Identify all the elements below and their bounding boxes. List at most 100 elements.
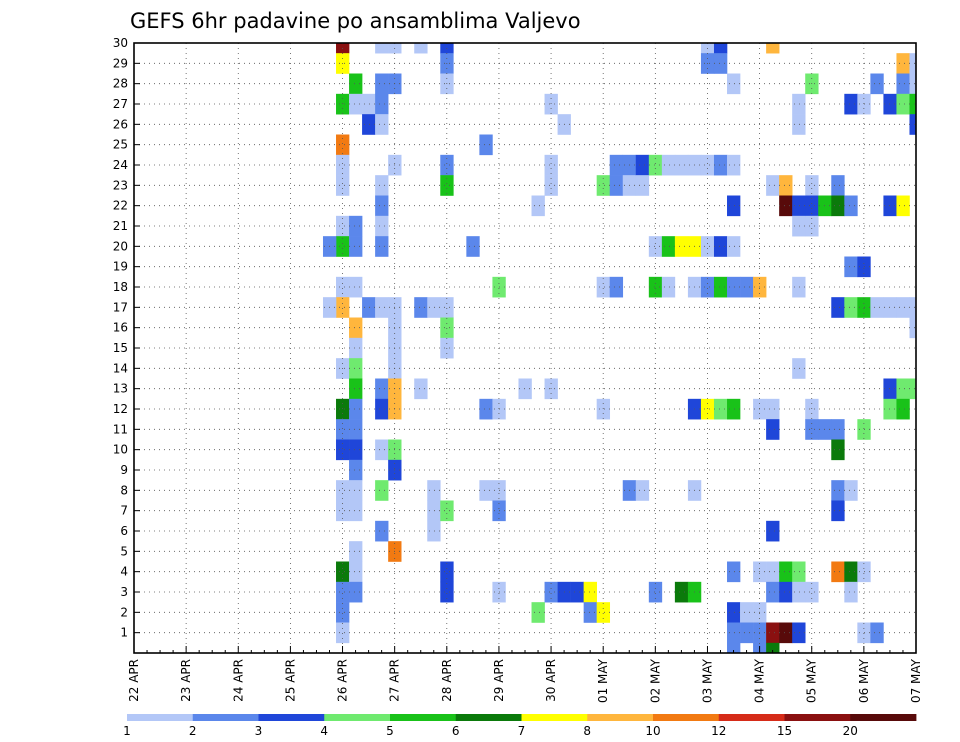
heatmap-cell	[727, 622, 741, 644]
y-tick-label: 25	[113, 138, 128, 152]
y-tick-label: 30	[113, 36, 128, 50]
heatmap-cell	[766, 520, 780, 542]
heatmap-cell	[427, 520, 441, 542]
colorbar-label: 1	[123, 724, 131, 738]
heatmap-cell	[375, 236, 389, 257]
x-tick-label: 06 MAY	[857, 658, 871, 703]
heatmap-cell	[909, 93, 917, 115]
heatmap-cell	[375, 398, 389, 420]
heatmap-cell	[479, 134, 493, 156]
heatmap-cell	[870, 622, 884, 644]
heatmap-cell	[727, 602, 741, 623]
heatmap-cell	[831, 297, 845, 318]
heatmap-cell	[336, 134, 350, 156]
heatmap-cell	[349, 419, 363, 440]
colorbar-label: 15	[777, 724, 792, 738]
y-tick-label: 11	[113, 422, 128, 436]
heatmap-cell	[414, 378, 428, 400]
grid-lines	[134, 42, 916, 653]
heatmap-cell	[766, 175, 780, 196]
heatmap-cell	[336, 500, 350, 522]
heatmap-cell	[362, 93, 376, 115]
heatmap-cell	[909, 53, 917, 74]
heatmap-cell	[883, 378, 897, 400]
heatmap-cell	[336, 93, 350, 115]
heatmap-cell	[661, 236, 676, 257]
y-tick-label: 8	[120, 483, 128, 497]
heatmap-cell	[375, 215, 389, 237]
heatmap-cell	[792, 114, 806, 135]
heatmap-cell	[896, 398, 910, 420]
heatmap-cell	[336, 480, 350, 501]
heatmap-cell	[766, 419, 780, 440]
x-tick-label: 24 APR	[231, 659, 245, 702]
y-tick-label: 23	[113, 178, 128, 192]
heatmap-cell	[648, 276, 663, 298]
heatmap-cell	[375, 297, 389, 318]
heatmap-cell	[844, 297, 858, 318]
heatmap-cell	[466, 236, 480, 257]
y-axis: 1234567891011121314151617181920212223242…	[113, 36, 140, 640]
x-tick-label: 25 APR	[283, 659, 297, 702]
colorbar-label: 12	[711, 724, 726, 738]
heatmap-cell	[349, 439, 363, 461]
x-tick-label: 30 APR	[544, 659, 558, 702]
y-tick-label: 13	[113, 382, 128, 396]
heatmap-cell	[349, 358, 363, 379]
heatmap-cell	[909, 317, 917, 339]
heatmap-cell	[740, 622, 754, 644]
heatmap-cell	[349, 276, 363, 298]
y-tick-label: 29	[113, 56, 128, 70]
heatmap-cell	[375, 378, 389, 400]
heatmap-cell	[909, 73, 917, 95]
heatmap-cell	[479, 398, 493, 420]
colorbar-label: 10	[645, 724, 660, 738]
heatmap-cell	[792, 581, 806, 603]
heatmap-cell	[349, 378, 363, 400]
heatmap-cell	[531, 602, 545, 623]
heatmap-cell	[740, 276, 754, 298]
heatmap-cell	[896, 53, 910, 74]
heatmap-cell	[349, 500, 363, 522]
heatmap-cell	[427, 500, 441, 522]
heatmap-cell	[831, 480, 845, 501]
heatmap-cell	[570, 581, 584, 603]
heatmap-cell	[844, 195, 858, 217]
heatmap-cell	[792, 358, 806, 379]
heatmap-cell	[727, 73, 741, 95]
heatmap-cell	[674, 154, 689, 176]
heatmap-cell	[414, 43, 428, 54]
y-tick-label: 21	[113, 219, 128, 233]
colorbar-legend: 1 2 3 4 5 6 7 8 10 12 15 20	[123, 714, 917, 738]
colorbar-label: 4	[320, 724, 328, 738]
heatmap-cell	[375, 73, 389, 95]
heatmap-cell	[661, 276, 676, 298]
heatmap-cell	[909, 378, 917, 400]
y-tick-label: 2	[120, 605, 128, 619]
heatmap-cell	[427, 480, 441, 501]
x-tick-label: 04 MAY	[753, 658, 767, 703]
heatmap-cell	[792, 561, 806, 583]
heatmap-cell	[362, 114, 376, 135]
heatmap-cell	[414, 297, 428, 318]
heatmap-cell	[713, 398, 728, 420]
colorbar-swatch	[390, 714, 457, 721]
heatmap-cell	[713, 236, 728, 257]
heatmap-cell	[909, 114, 917, 135]
heatmap-cell	[349, 480, 363, 501]
heatmap-cell	[427, 297, 441, 318]
heatmap-cell	[544, 175, 558, 196]
heatmap-cell	[349, 93, 363, 115]
heatmap-cell	[831, 175, 845, 196]
heatmap-cell	[779, 195, 793, 217]
heatmap-cell	[805, 581, 819, 603]
y-tick-label: 9	[120, 463, 128, 477]
heatmap-cell	[792, 93, 806, 115]
colorbar-label: 20	[843, 724, 858, 738]
y-tick-label: 27	[113, 97, 128, 111]
heatmap-cell	[518, 378, 532, 400]
heatmap-cell	[609, 276, 624, 298]
y-tick-label: 15	[113, 341, 128, 355]
heatmap-cell	[648, 581, 663, 603]
